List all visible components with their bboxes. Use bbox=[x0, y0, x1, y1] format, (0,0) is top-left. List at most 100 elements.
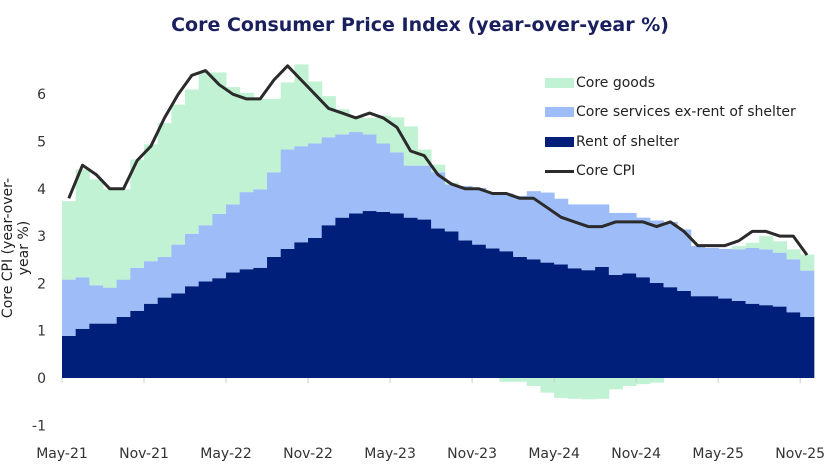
bar-rent-of-shelter bbox=[540, 262, 555, 378]
bar-core-services bbox=[335, 134, 350, 218]
bar-rent-of-shelter bbox=[349, 213, 364, 378]
bar-core-services bbox=[417, 165, 432, 220]
x-tick-label: Nov-23 bbox=[447, 446, 497, 462]
bar-core-services bbox=[690, 246, 705, 297]
bar-rent-of-shelter bbox=[567, 268, 582, 378]
bar-core-goods bbox=[513, 378, 528, 382]
bar-core-services bbox=[321, 137, 336, 226]
bar-core-goods bbox=[253, 98, 268, 190]
bar-core-goods bbox=[526, 378, 541, 387]
bar-core-services bbox=[595, 204, 610, 267]
bar-core-services bbox=[362, 134, 377, 212]
bar-core-services bbox=[718, 248, 733, 299]
bar-rent-of-shelter bbox=[444, 231, 459, 378]
bar-core-services bbox=[649, 220, 664, 283]
bar-core-services bbox=[212, 213, 227, 279]
x-tick-label: Nov-22 bbox=[283, 446, 333, 462]
legend-line bbox=[545, 169, 574, 173]
legend-swatch bbox=[545, 107, 574, 118]
bar-core-goods bbox=[267, 98, 282, 173]
bar-rent-of-shelter bbox=[335, 217, 350, 378]
bar-core-services bbox=[485, 192, 500, 249]
bar-rent-of-shelter bbox=[403, 217, 418, 378]
bar-core-goods bbox=[581, 378, 596, 400]
bar-rent-of-shelter bbox=[157, 297, 172, 378]
bar-core-services bbox=[130, 267, 145, 311]
bar-rent-of-shelter bbox=[294, 242, 309, 378]
legend-item-core-cpi: Core CPI bbox=[545, 157, 796, 187]
legend-swatch bbox=[545, 77, 574, 88]
legend-swatch bbox=[545, 136, 574, 147]
bar-rent-of-shelter bbox=[649, 282, 664, 378]
bar-rent-of-shelter bbox=[431, 228, 446, 378]
bar-core-services bbox=[458, 185, 473, 241]
bar-core-services bbox=[376, 143, 391, 212]
bar-core-services bbox=[663, 221, 678, 288]
bar-core-goods bbox=[772, 241, 788, 253]
legend-label: Rent of shelter bbox=[576, 133, 679, 150]
bar-rent-of-shelter bbox=[75, 328, 90, 378]
x-tick-label: May-22 bbox=[200, 446, 252, 462]
y-tick-label: -1 bbox=[32, 418, 46, 434]
bar-core-services bbox=[390, 152, 405, 214]
bar-core-goods bbox=[62, 201, 77, 280]
bar-core-services bbox=[198, 225, 213, 282]
bar-core-goods bbox=[608, 378, 623, 390]
x-tick-label: May-24 bbox=[528, 446, 580, 462]
bar-core-services bbox=[185, 233, 200, 287]
bar-rent-of-shelter bbox=[198, 281, 213, 378]
bar-rent-of-shelter bbox=[677, 290, 692, 378]
x-tick-label: Nov-24 bbox=[611, 446, 661, 462]
y-tick-label: 6 bbox=[37, 87, 46, 103]
bar-core-services bbox=[226, 204, 241, 273]
bar-rent-of-shelter bbox=[595, 266, 610, 378]
bar-rent-of-shelter bbox=[239, 269, 254, 378]
bar-rent-of-shelter bbox=[622, 273, 637, 378]
bar-core-goods bbox=[116, 189, 131, 280]
bar-rent-of-shelter bbox=[267, 256, 282, 378]
bar-core-goods bbox=[362, 117, 377, 135]
legend-label: Core CPI bbox=[576, 163, 636, 180]
bar-rent-of-shelter bbox=[800, 316, 815, 378]
legend-item-rent-of-shelter: Rent of shelter bbox=[545, 127, 796, 157]
x-tick-label: May-23 bbox=[364, 446, 416, 462]
bar-rent-of-shelter bbox=[690, 296, 705, 378]
bar-core-services bbox=[636, 217, 651, 278]
legend-label: Core goods bbox=[576, 74, 656, 91]
bar-rent-of-shelter bbox=[212, 278, 227, 378]
bar-core-services bbox=[800, 270, 815, 317]
bar-core-goods bbox=[567, 378, 582, 399]
bar-rent-of-shelter bbox=[786, 312, 801, 378]
bar-core-goods bbox=[554, 378, 569, 398]
bar-core-services bbox=[472, 187, 487, 245]
bar-core-goods bbox=[622, 378, 637, 387]
bar-core-goods bbox=[376, 115, 391, 144]
bar-core-goods bbox=[649, 378, 664, 383]
bar-core-services bbox=[239, 192, 254, 270]
bar-core-services bbox=[608, 212, 623, 275]
bar-rent-of-shelter bbox=[308, 237, 323, 378]
bar-rent-of-shelter bbox=[390, 213, 405, 378]
bar-core-services bbox=[280, 149, 295, 249]
bar-core-goods bbox=[212, 72, 227, 214]
bar-rent-of-shelter bbox=[759, 305, 774, 378]
bar-core-goods bbox=[745, 242, 760, 248]
legend-item-core-goods: Core goods bbox=[545, 68, 796, 98]
bar-core-goods bbox=[157, 123, 172, 257]
bar-core-goods bbox=[103, 189, 118, 288]
bar-core-goods bbox=[403, 126, 418, 166]
bar-rent-of-shelter bbox=[185, 286, 200, 378]
bar-core-goods bbox=[595, 378, 610, 399]
bar-core-services bbox=[444, 184, 459, 232]
bar-core-goods bbox=[540, 378, 555, 393]
bar-rent-of-shelter bbox=[144, 303, 159, 378]
bar-core-services bbox=[772, 252, 788, 307]
bar-core-services bbox=[294, 146, 309, 243]
bar-rent-of-shelter bbox=[472, 244, 487, 378]
bar-core-services bbox=[745, 247, 760, 304]
bar-core-goods bbox=[431, 164, 446, 173]
bar-rent-of-shelter bbox=[554, 264, 569, 378]
bar-rent-of-shelter bbox=[103, 323, 118, 378]
bar-core-services bbox=[786, 259, 801, 313]
